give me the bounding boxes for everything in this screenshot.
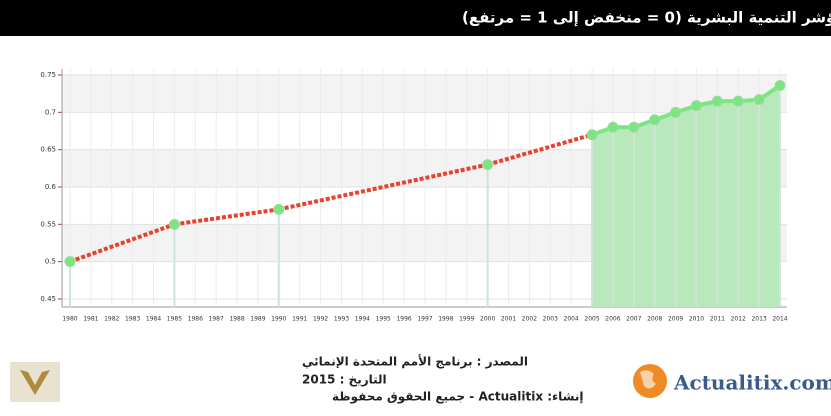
x-tick-label: 1990 <box>271 316 286 323</box>
footer-logo <box>10 362 60 402</box>
x-tick-label: 1998 <box>438 316 453 323</box>
x-tick-label: 1999 <box>459 316 474 323</box>
point <box>482 159 494 171</box>
y-tick-label: 0.6 <box>45 183 57 191</box>
x-tick-label: 1996 <box>396 316 411 323</box>
x-tick-label: 1997 <box>417 316 432 323</box>
y-tick-label: 0.65 <box>40 146 56 154</box>
credit: إنشاء: Actualitix - جميع الحقوق محفوظة <box>332 390 584 405</box>
y-tick-label: 0.7 <box>45 108 56 116</box>
area <box>738 99 760 307</box>
x-tick-label: 1981 <box>83 316 98 323</box>
point <box>649 114 661 126</box>
x-tick-label: 2007 <box>626 316 641 323</box>
point <box>711 95 723 107</box>
x-tick-label: 2005 <box>584 316 599 323</box>
area <box>759 85 780 307</box>
x-tick-label: 1992 <box>313 316 328 323</box>
x-tick-label: 2008 <box>647 316 662 323</box>
source: المصدر : برنامج الأمم المتحدة الإنمائي <box>302 354 528 369</box>
interpolated-line <box>487 132 593 167</box>
point <box>732 95 744 107</box>
interpolated-line <box>69 222 176 264</box>
x-tick-label: 1983 <box>125 316 140 323</box>
area <box>633 119 655 307</box>
logo-box <box>10 362 60 402</box>
x-tick-label: 1984 <box>146 316 161 323</box>
x-tick-label: 2006 <box>605 316 620 323</box>
x-tick-label: 1994 <box>355 316 370 323</box>
x-tick-label: 2000 <box>480 316 495 323</box>
brand-land <box>640 370 656 389</box>
x-tick-label: 1986 <box>188 316 203 323</box>
x-tick-label: 2009 <box>668 316 683 323</box>
x-tick-label: 2010 <box>689 316 704 323</box>
chart-title: الجزائر - مؤشر التنمية البشرية (0 = منخف… <box>462 9 831 27</box>
x-tick-label: 1985 <box>167 316 182 323</box>
x-tick-label: 2011 <box>710 316 725 323</box>
title-bar <box>0 0 831 36</box>
x-tick-label: 2012 <box>731 316 746 323</box>
x-tick-label: 2013 <box>751 316 766 323</box>
point <box>628 121 640 133</box>
area <box>592 127 613 308</box>
area <box>612 127 634 308</box>
x-tick-label: 2014 <box>772 316 787 323</box>
point <box>586 129 598 141</box>
point <box>670 106 682 118</box>
date: التاريخ : 2015 <box>302 373 387 387</box>
x-tick-label: 1980 <box>62 316 77 323</box>
area <box>696 101 718 307</box>
y-tick-label: 0.55 <box>40 220 56 228</box>
x-tick-label: 1988 <box>229 316 244 323</box>
brand: Actualitix.com <box>673 371 831 395</box>
x-tick-label: 2003 <box>543 316 558 323</box>
x-tick-label: 1995 <box>376 316 391 323</box>
x-tick-label: 2001 <box>501 316 516 323</box>
area <box>654 112 676 307</box>
point <box>168 218 180 230</box>
x-tick-label: 1993 <box>334 316 349 323</box>
y-tick-label: 0.5 <box>45 258 56 266</box>
point <box>690 100 702 112</box>
logo-emblem <box>20 370 50 395</box>
x-tick-label: 1982 <box>104 316 119 323</box>
y-tick-label: 0.75 <box>40 71 56 79</box>
point <box>774 79 786 91</box>
x-tick-label: 1987 <box>209 316 224 323</box>
point <box>64 256 76 268</box>
point <box>607 121 619 133</box>
x-tick-label: 2004 <box>564 316 579 323</box>
area <box>717 101 739 307</box>
point <box>753 94 765 106</box>
interpolated-line <box>174 207 280 227</box>
x-tick-label: 1989 <box>250 316 265 323</box>
x-tick-label: 2002 <box>522 316 537 323</box>
point <box>273 203 285 215</box>
x-tick-label: 1991 <box>292 316 307 323</box>
y-tick-label: 0.45 <box>40 295 56 303</box>
interpolated-line <box>278 162 489 212</box>
area <box>675 105 697 307</box>
